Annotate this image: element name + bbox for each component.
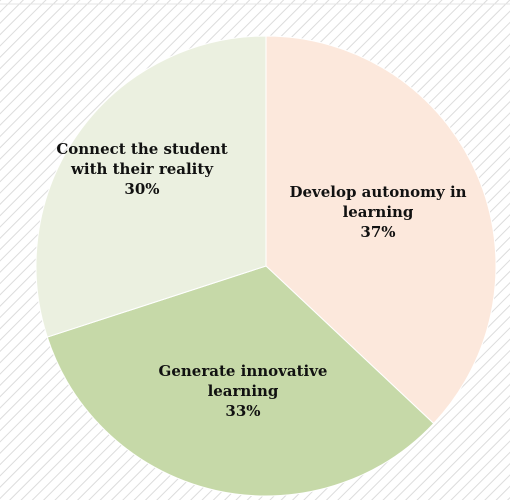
pie-category-label-line: Connect the student [56, 140, 227, 158]
pie-label-2: Generate innovative learning 33% [159, 362, 328, 420]
pie-value-label: 30% [124, 180, 159, 198]
pie-category-label-line: learning [343, 203, 414, 221]
pie-labels: Develop autonomy in learning 37% Generate i… [56, 140, 466, 420]
pie-label-3: Connect the student with their reality 30% [56, 140, 227, 198]
pie-slice-2 [46, 265, 435, 497]
pie-slice-1 [265, 35, 497, 425]
pie-value-label: 37% [360, 223, 395, 241]
pie-slice-3 [35, 35, 267, 338]
pie-category-label-line: Generate innovative [159, 362, 328, 380]
pie-category-label-line: learning [208, 382, 279, 400]
pie-category-label-line: Develop autonomy in [289, 183, 466, 201]
pie-label-1: Develop autonomy in learning 37% [289, 183, 466, 241]
pie-category-label-line: with their reality [70, 160, 214, 178]
pie-value-label: 33% [225, 402, 260, 420]
pie-slices [35, 35, 497, 497]
